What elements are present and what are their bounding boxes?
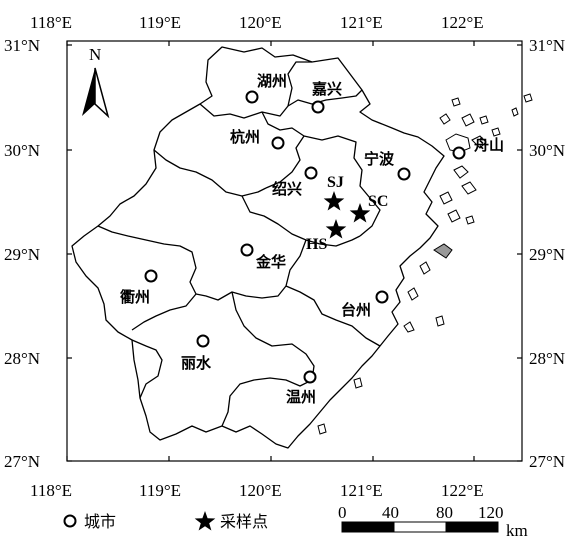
right-tick-label: 27°N bbox=[529, 452, 565, 471]
left-tick-label: 30°N bbox=[4, 141, 40, 160]
left-tick-label: 28°N bbox=[4, 349, 40, 368]
site-label: HS bbox=[306, 236, 327, 253]
city-marker bbox=[397, 167, 411, 181]
bottom-tick-label: 122°E bbox=[441, 481, 484, 500]
bottom-tick-label: 121°E bbox=[340, 481, 383, 500]
left-tick-label: 31°N bbox=[4, 36, 40, 55]
right-tick-label: 30°N bbox=[529, 141, 565, 160]
city-label: 台州 bbox=[341, 301, 371, 319]
province-boundary bbox=[71, 46, 445, 449]
left-tick-label: 27°N bbox=[4, 452, 40, 471]
right-tick-label: 29°N bbox=[529, 245, 565, 264]
site-markers bbox=[323, 191, 371, 239]
bottom-tick-label: 118°E bbox=[30, 481, 72, 500]
city-label: 杭州 bbox=[230, 128, 260, 146]
right-tick-label: 28°N bbox=[529, 349, 565, 368]
scale-bar: 0 40 80 120 km bbox=[338, 503, 528, 538]
scale-tick-label: 0 bbox=[338, 503, 347, 522]
city-marker bbox=[311, 100, 325, 114]
city-label: 绍兴 bbox=[272, 180, 302, 198]
scale-tick-label: 40 bbox=[382, 503, 399, 522]
legend-city-icon bbox=[63, 514, 77, 528]
city-marker bbox=[375, 290, 389, 304]
city-marker bbox=[304, 166, 318, 180]
top-tick-label: 120°E bbox=[239, 13, 282, 32]
north-arrow-icon: N bbox=[82, 45, 110, 119]
scale-tick-label: 120 bbox=[478, 503, 504, 522]
city-marker bbox=[196, 334, 210, 348]
province-map bbox=[71, 46, 445, 449]
city-marker bbox=[240, 243, 254, 257]
north-label: N bbox=[89, 45, 101, 64]
legend-star-icon bbox=[194, 511, 216, 531]
legend-city-label: 城市 bbox=[84, 512, 116, 531]
city-marker bbox=[144, 269, 158, 283]
scale-tick-label: 80 bbox=[436, 503, 453, 522]
star-icon bbox=[325, 219, 347, 239]
city-label: 丽水 bbox=[181, 354, 212, 372]
city-label: 温州 bbox=[286, 388, 316, 406]
map-frame bbox=[66, 40, 523, 462]
city-label: 宁波 bbox=[364, 150, 395, 168]
scale-unit: km bbox=[506, 521, 528, 538]
star-icon bbox=[349, 203, 371, 223]
top-tick-label: 121°E bbox=[340, 13, 383, 32]
top-tick-label: 118°E bbox=[30, 13, 72, 32]
city-marker bbox=[452, 146, 466, 160]
city-label: 湖州 bbox=[257, 72, 287, 90]
city-marker bbox=[303, 370, 317, 384]
city-marker bbox=[245, 90, 259, 104]
city-label: 舟山 bbox=[474, 136, 504, 154]
bottom-tick-label: 120°E bbox=[239, 481, 282, 500]
top-tick-label: 119°E bbox=[139, 13, 181, 32]
left-tick-label: 29°N bbox=[4, 245, 40, 264]
city-label: 衢州 bbox=[120, 288, 150, 306]
city-label: 金华 bbox=[255, 253, 286, 271]
city-markers bbox=[144, 90, 466, 384]
right-tick-label: 31°N bbox=[529, 36, 565, 55]
star-icon bbox=[323, 191, 345, 211]
city-label: 嘉兴 bbox=[311, 80, 342, 98]
site-label: SJ bbox=[327, 174, 344, 191]
bottom-tick-label: 119°E bbox=[139, 481, 181, 500]
city-marker bbox=[271, 136, 285, 150]
site-label: SC bbox=[368, 193, 388, 210]
frame-ticks bbox=[66, 41, 522, 462]
legend-site-label: 采样点 bbox=[220, 512, 268, 531]
top-tick-label: 122°E bbox=[441, 13, 484, 32]
island-group bbox=[317, 93, 533, 435]
